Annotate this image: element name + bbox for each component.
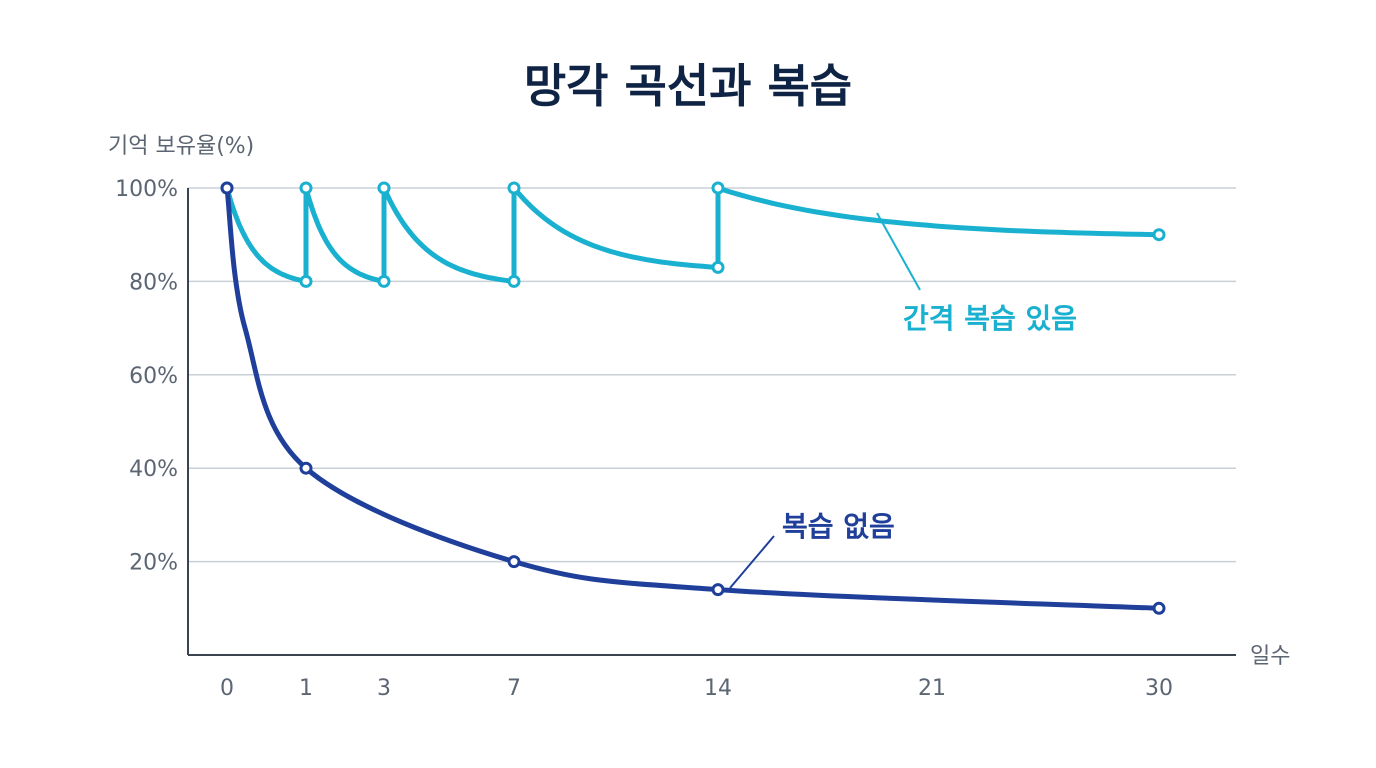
x-tick-label-21: 21: [918, 676, 946, 701]
point-spaced-review-7-100: [507, 181, 521, 195]
point-spaced-review-30-90: [1152, 228, 1166, 242]
gridlines: [188, 187, 1236, 563]
spaced-review-series-label: 간격 복습 있음: [903, 302, 1077, 335]
x-tick-label-0: 0: [220, 676, 234, 701]
y-tick-label-100: 100%: [115, 177, 178, 202]
point-no-review-14-14: [711, 583, 725, 597]
y-tick-labels: 20% 40% 60% 80% 100%: [115, 177, 178, 576]
no-review-callout-line: [729, 535, 775, 589]
y-tick-label-60: 60%: [129, 364, 178, 389]
no-review-series-label: 복습 없음: [782, 510, 895, 543]
chart-title: 망각 곡선과 복습: [524, 59, 852, 113]
y-axis-label: 기억 보유율(%): [108, 134, 254, 159]
series-no-review-line: [224, 185, 1162, 611]
point-no-review-30-10: [1152, 601, 1166, 615]
point-spaced-review-1-100: [299, 181, 313, 195]
point-spaced-review-14-100: [711, 181, 725, 195]
point-no-review-7-20: [507, 555, 521, 569]
y-tick-label-40: 40%: [129, 457, 178, 482]
x-tick-labels: 0 1 3 7 14 21 30: [220, 676, 1173, 701]
series-layer: [224, 185, 1162, 611]
point-spaced-review-14-83: [711, 260, 725, 274]
point-no-review-0-100: [220, 181, 234, 195]
x-axis-label: 일수: [1250, 644, 1290, 669]
point-spaced-review-3-100: [377, 181, 391, 195]
x-tick-label-3: 3: [377, 676, 391, 701]
x-tick-label-7: 7: [507, 676, 521, 701]
spaced-review-callout-line: [876, 212, 921, 291]
series-spaced-review-line: [224, 185, 1162, 284]
x-tick-label-14: 14: [704, 676, 732, 701]
point-spaced-review-3-80: [377, 274, 391, 288]
point-spaced-review-7-80: [507, 274, 521, 288]
x-tick-label-1: 1: [299, 676, 313, 701]
points-layer: [220, 181, 1166, 615]
y-tick-label-80: 80%: [129, 270, 178, 295]
point-spaced-review-1-80: [299, 274, 313, 288]
y-tick-label-20: 20%: [129, 551, 178, 576]
x-tick-label-30: 30: [1145, 676, 1173, 701]
point-no-review-1-40: [299, 461, 313, 475]
